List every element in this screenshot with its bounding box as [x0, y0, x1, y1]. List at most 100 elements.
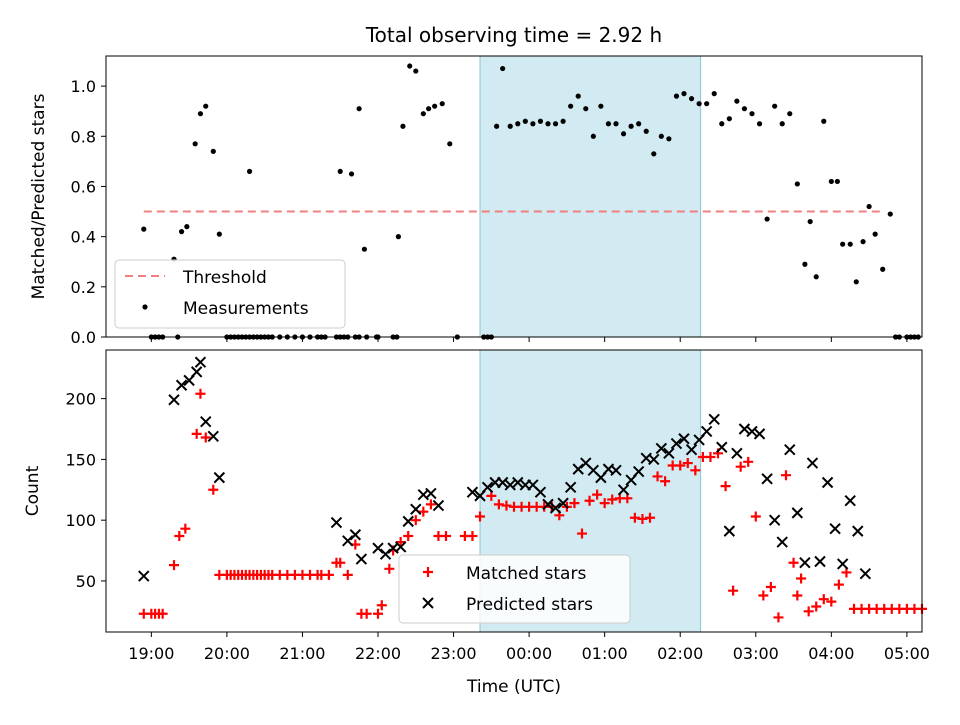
measurement-point	[787, 111, 793, 117]
matched-star-point	[157, 608, 168, 619]
predicted-star-point	[632, 465, 645, 478]
measurement-point	[802, 261, 808, 267]
predicted-star-point	[213, 471, 226, 484]
matched-star-point	[323, 569, 334, 580]
legend-measurement-swatch	[142, 304, 148, 310]
measurement-point	[719, 121, 725, 127]
measurement-point	[413, 68, 419, 74]
legend-box	[114, 259, 346, 329]
measurement-point	[696, 101, 702, 107]
matched-star-point	[373, 608, 383, 619]
measurement-point	[203, 103, 209, 109]
matched-star-point	[781, 470, 791, 481]
y-tick-label: 0.0	[71, 328, 96, 347]
measurement-point	[210, 148, 216, 154]
x-tick-label: 05:00	[884, 644, 930, 663]
y-tick-label: 50	[76, 572, 96, 591]
measurement-point	[779, 121, 785, 127]
matched-star-point	[720, 481, 731, 492]
measurement-point	[545, 121, 551, 127]
predicted-star-point	[572, 463, 584, 475]
x-tick-label: 21:00	[279, 644, 325, 663]
matched-star-point	[342, 569, 353, 580]
matched-star-point	[191, 428, 202, 439]
matched-star-point	[441, 530, 451, 541]
x-tick-label: 04:00	[808, 644, 854, 663]
series-measurements	[141, 63, 921, 340]
predicted-star-point	[716, 441, 728, 453]
predicted-star-point	[342, 535, 354, 547]
measurement-point	[756, 121, 763, 127]
measurement-point	[666, 136, 672, 142]
matched-star-point	[418, 506, 429, 517]
x-tick-label: 23:00	[431, 644, 477, 663]
measurement-point	[821, 118, 827, 124]
measurement-point	[407, 63, 413, 69]
x-tick-label: 03:00	[733, 644, 779, 663]
measurement-point	[583, 106, 589, 112]
matched-star-point	[765, 582, 776, 593]
predicted-star-point	[564, 481, 577, 494]
y-tick-label: 100	[65, 511, 96, 530]
predicted-star-point	[700, 425, 713, 438]
measurement-point	[880, 266, 886, 272]
measurement-point	[658, 133, 664, 139]
matched-star-point	[773, 612, 784, 623]
measurement-point	[560, 118, 566, 124]
predicted-star-point	[731, 447, 743, 460]
measurement-point	[432, 103, 438, 109]
measurement-point	[872, 231, 878, 237]
matched-star-point	[750, 511, 761, 522]
measurement-point	[636, 121, 642, 127]
matched-star-point	[792, 590, 803, 601]
bottom-panel: 19:00 20:00 21:00 22:00 23:00 00:00 01:00 02:00…	[23, 349, 930, 697]
matched-star-point	[758, 590, 769, 601]
measurement-point	[734, 98, 740, 104]
measurement-point	[356, 106, 362, 112]
predicted-star-point	[821, 476, 834, 489]
measurement-point	[439, 101, 445, 107]
predicted-star-point	[200, 416, 212, 428]
matched-star-point	[180, 523, 191, 534]
x-tick-label: 22:00	[355, 644, 401, 663]
matched-star-point	[200, 432, 211, 443]
matched-star-point	[577, 528, 587, 539]
matched-star-point	[467, 530, 478, 541]
matched-star-point	[208, 484, 219, 495]
measurement-point	[673, 93, 680, 99]
predicted-star-point	[466, 486, 479, 498]
matched-star-point	[675, 460, 686, 471]
measurement-point	[400, 123, 406, 129]
predicted-star-point	[410, 503, 422, 515]
matched-star-point	[361, 608, 372, 619]
measurement-point	[141, 226, 147, 232]
matched-star-point	[384, 563, 395, 574]
legend-matched-swatch	[423, 567, 433, 577]
matched-star-point	[788, 557, 799, 568]
matched-star-point	[629, 512, 640, 523]
measurement-point	[361, 246, 367, 252]
matched-star-point	[743, 456, 754, 467]
y-axis-label: Count	[23, 465, 43, 516]
matched-star-point	[174, 530, 185, 541]
series-predicted-stars	[138, 356, 872, 582]
y-tick-label: 0.8	[71, 127, 96, 146]
matched-star-point	[690, 465, 701, 476]
predicted-star-point	[738, 423, 751, 435]
measurement-point	[522, 118, 528, 124]
predicted-star-point	[549, 502, 562, 514]
predicted-star-point	[678, 433, 690, 445]
matched-star-point	[705, 451, 716, 462]
predicted-star-point	[372, 542, 384, 554]
matched-star-point	[493, 499, 504, 510]
measurement-point	[426, 106, 432, 112]
measurement-point	[704, 101, 710, 107]
legend-label: Predicted stars	[466, 595, 593, 615]
x-tick-label: 01:00	[582, 644, 628, 663]
measurement-point	[834, 178, 840, 185]
predicted-star-point	[829, 522, 841, 535]
matched-star-point	[682, 458, 693, 469]
legend-label: Threshold	[182, 268, 267, 288]
predicted-star-point	[207, 430, 219, 443]
predicted-star-point	[610, 464, 622, 477]
